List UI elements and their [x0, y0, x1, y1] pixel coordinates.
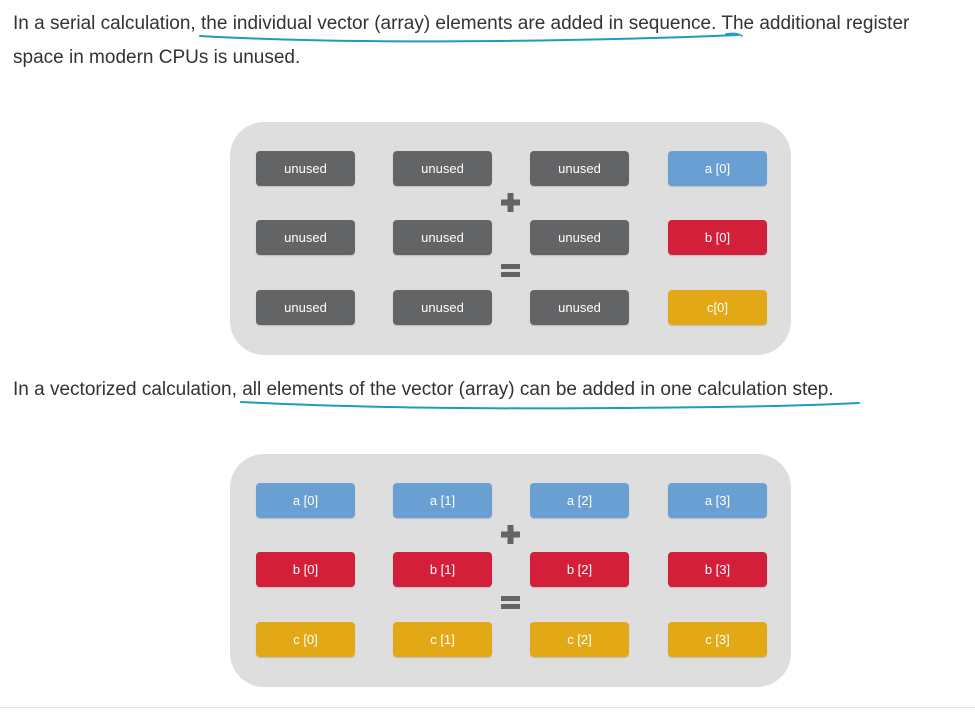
equals-icon: [501, 264, 520, 277]
serial-text-underlined: the individual vector (array) elements a…: [201, 13, 712, 34]
serial-text-after: . The additional register: [711, 13, 910, 34]
register-cell-b: b [2]: [530, 552, 629, 587]
register-cell-b: b [3]: [668, 552, 767, 587]
vectorized-highlight: all elements of the vector (array) can b…: [240, 373, 861, 410]
hand-underline-icon: [240, 401, 861, 410]
vectorized-description: In a vectorized calculation, all element…: [13, 373, 861, 410]
serial-text-line2: space in modern CPUs is unused.: [13, 47, 301, 68]
register-cell-b: b [1]: [393, 552, 492, 587]
hand-underline-icon: [199, 32, 743, 43]
register-cell-b: b [0]: [668, 220, 767, 255]
register-cell-unused: unused: [256, 290, 355, 325]
register-cell-c: c [2]: [530, 622, 629, 657]
plus-icon: [501, 193, 520, 212]
register-cell-unused: unused: [530, 151, 629, 186]
plus-icon: [501, 525, 520, 544]
serial-description: In a serial calculation, the individual …: [13, 7, 909, 75]
equals-icon: [501, 596, 520, 609]
vectorized-register-diagram: a [0] a [1] a [2] a [3] b [0] b [1] b [2] b [3]…: [230, 454, 791, 687]
register-cell-unused: unused: [530, 290, 629, 325]
vectorized-text-underlined: all elements of the vector (array) can b…: [242, 379, 829, 400]
register-cell-a: a [1]: [393, 483, 492, 518]
serial-highlight: the individual vector (array) elements a…: [199, 7, 743, 43]
register-cell-unused: unused: [393, 151, 492, 186]
register-cell-a: a [0]: [668, 151, 767, 186]
register-cell-unused: unused: [530, 220, 629, 255]
register-cell-c: c [0]: [256, 622, 355, 657]
register-cell-unused: unused: [393, 220, 492, 255]
register-cell-a: a [2]: [530, 483, 629, 518]
register-cell-unused: unused: [393, 290, 492, 325]
serial-register-diagram: unused unused unused a [0] unused unused unuse…: [230, 122, 791, 355]
register-cell-c: c [3]: [668, 622, 767, 657]
register-cell-a: a [3]: [668, 483, 767, 518]
register-cell-c: c [1]: [393, 622, 492, 657]
vectorized-text-after: .: [828, 379, 834, 400]
page-divider: [0, 707, 975, 708]
serial-text-before: In a serial calculation,: [13, 13, 201, 34]
register-cell-b: b [0]: [256, 552, 355, 587]
vectorized-text-before: In a vectorized calculation,: [13, 379, 243, 400]
register-cell-c: c[0]: [668, 290, 767, 325]
register-cell-unused: unused: [256, 151, 355, 186]
register-cell-a: a [0]: [256, 483, 355, 518]
register-cell-unused: unused: [256, 220, 355, 255]
